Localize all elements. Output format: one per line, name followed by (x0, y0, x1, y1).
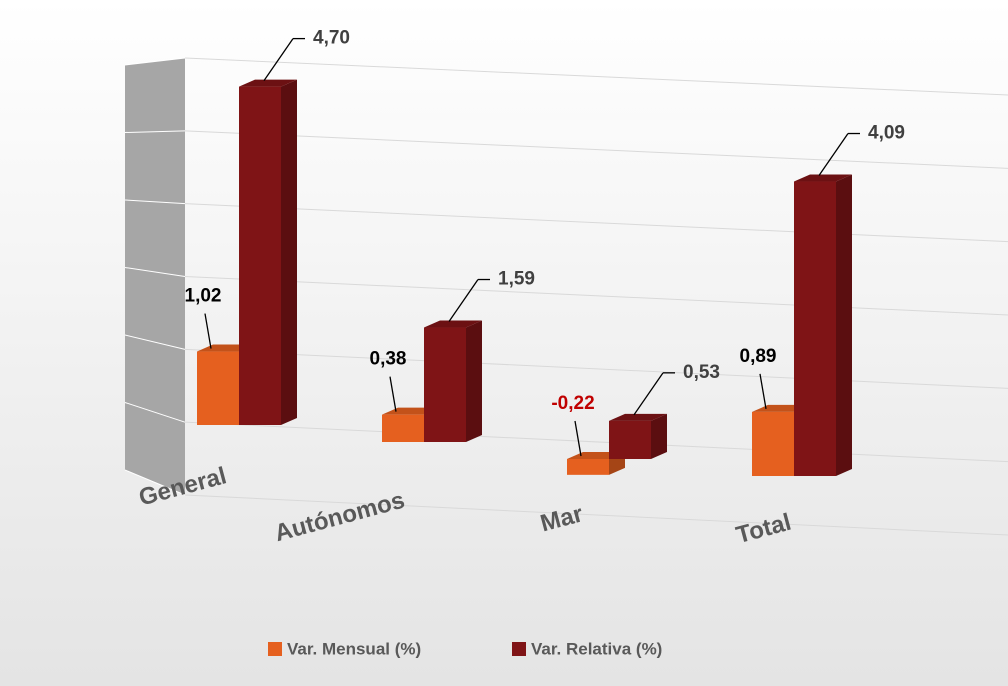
side-grid-line (124, 57, 186, 66)
bar-top (609, 413, 667, 421)
leader-line (263, 38, 294, 81)
side-grid-line (124, 469, 186, 496)
side-grid-line (124, 130, 186, 133)
grid-line (184, 276, 1008, 316)
side-grid-line (124, 199, 186, 205)
bar (752, 411, 794, 476)
bar (197, 351, 239, 425)
bar (794, 181, 836, 476)
legend-label: Var. Mensual (%) (287, 639, 421, 658)
leader-line (448, 279, 479, 322)
data-label: 1,59 (498, 269, 535, 290)
data-label: 1,02 (185, 286, 222, 307)
leader-line (204, 313, 212, 349)
data-label: -0,22 (551, 393, 594, 414)
data-label: 0,89 (740, 346, 777, 367)
bar (382, 414, 424, 442)
bar (567, 459, 609, 475)
legend-swatch (268, 642, 282, 656)
grid-line (184, 348, 1008, 389)
bar-top (424, 320, 482, 328)
bar (424, 327, 466, 442)
side-grid-line (124, 267, 186, 277)
side-wall (125, 58, 185, 495)
bar-side (836, 174, 852, 476)
leader-line (759, 373, 767, 410)
leader-line (818, 133, 849, 176)
grid-line (184, 57, 1008, 96)
bar-top (794, 174, 852, 182)
leader-line (574, 420, 582, 457)
bar-side (651, 413, 667, 459)
grid-line (184, 494, 1008, 536)
bar-top (239, 79, 297, 87)
bar (239, 86, 281, 425)
grid-line (184, 421, 1008, 463)
leader-line (633, 372, 664, 416)
bar (609, 420, 651, 459)
grid-line (184, 203, 1008, 243)
data-label: 4,09 (868, 123, 905, 144)
grid-line (184, 130, 1008, 169)
legend-label: Var. Relativa (%) (531, 639, 662, 658)
data-label: 0,53 (683, 362, 720, 383)
data-label: 0,38 (370, 349, 407, 370)
data-label: 4,70 (313, 28, 350, 49)
legend-swatch (512, 642, 526, 656)
side-grid-line (124, 402, 186, 423)
bar-side (281, 79, 297, 425)
leader-line (389, 376, 397, 412)
side-grid-line (124, 334, 186, 350)
bar-side (466, 320, 482, 442)
